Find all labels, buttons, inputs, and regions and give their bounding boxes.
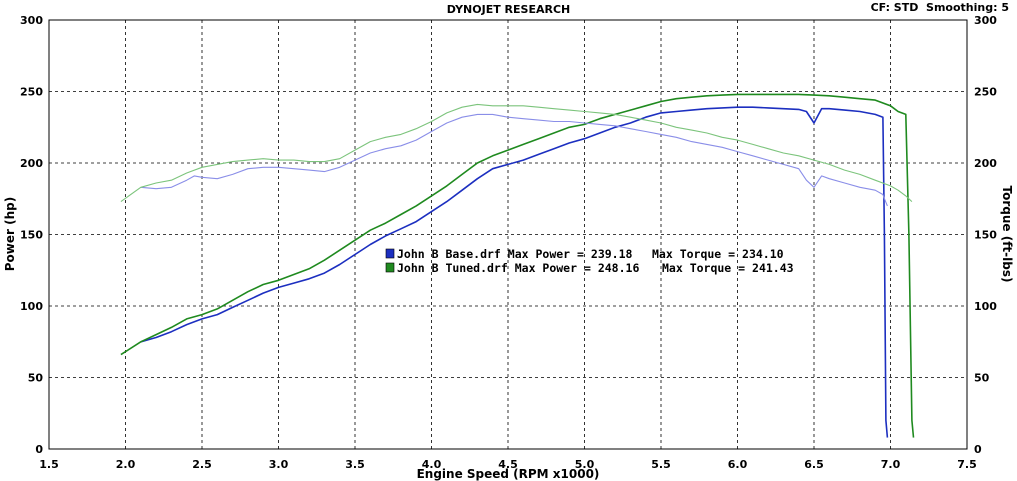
series-line-torque	[140, 113, 888, 207]
legend-tuned-power-label: Max Power =	[515, 261, 591, 275]
x-axis-label: Engine Speed (RPM x1000)	[417, 467, 600, 481]
tick-labels: 1.5 2.0 2.5 3.0 3.5 4.0 4.5 5.0 5.5 6.0 6.5 7.0 7.5 0…	[20, 14, 997, 471]
x-tick-label: 5.0	[575, 458, 595, 471]
y-tick-label-left: 200	[20, 157, 43, 170]
legend-base-file: John B Base.drf	[397, 247, 501, 261]
cf-smoothing-status: CF: STD Smoothing: 5	[871, 1, 1009, 14]
legend-tuned-torque-label: Max Torque =	[662, 261, 745, 275]
legend-swatch-base	[385, 248, 395, 259]
y-tick-label-left: 150	[20, 229, 43, 242]
x-tick-label: 1.5	[39, 458, 59, 471]
y-tick-label-right: 0	[974, 443, 982, 456]
legend-entry-tuned: John B Tuned.drf Max Power = 248.16 Max …	[397, 261, 794, 275]
legend-tuned-torque: 241.43	[752, 261, 794, 275]
y-tick-label-left: 250	[20, 86, 43, 99]
chart-title: DYNOJET RESEARCH	[446, 3, 571, 16]
legend-tuned-power: 248.16	[598, 261, 640, 275]
legend-base-torque-label: Max Torque =	[652, 247, 735, 261]
y-tick-label-right: 300	[974, 14, 997, 27]
x-tick-label: 2.5	[192, 458, 212, 471]
x-tick-label: 2.0	[116, 458, 136, 471]
series-line-power	[120, 93, 915, 438]
legend-base-power-label: Max Power =	[508, 247, 584, 261]
grid-lines	[49, 20, 967, 449]
y-tick-label-left: 300	[20, 14, 43, 27]
x-tick-label: 7.0	[881, 458, 901, 471]
y-tick-label-left: 50	[28, 372, 44, 385]
legend-swatch-tuned	[385, 262, 395, 273]
x-tick-label: 4.0	[422, 458, 442, 471]
x-tick-label: 6.0	[728, 458, 748, 471]
x-tick-label: 6.5	[804, 458, 824, 471]
x-tick-label: 7.5	[957, 458, 977, 471]
y-tick-label-right: 150	[974, 229, 997, 242]
legend-base-torque: 234.10	[742, 247, 784, 261]
series-line-torque	[120, 103, 913, 203]
series-line-power	[140, 106, 889, 438]
x-tick-label: 4.5	[498, 458, 518, 471]
x-tick-label: 5.5	[651, 458, 671, 471]
smoothing-label: Smoothing: 5	[926, 1, 1009, 14]
legend-base-power: 239.18	[591, 247, 633, 261]
y-axis-label-right: Torque (ft-lbs)	[1000, 186, 1014, 283]
y-axis-label-left: Power (hp)	[3, 197, 17, 271]
y-tick-label-right: 50	[974, 372, 990, 385]
legend-tuned-file: John B Tuned.drf	[397, 261, 508, 275]
x-tick-label: 3.0	[269, 458, 289, 471]
y-tick-label-right: 100	[974, 300, 997, 313]
legend: John B Base.drf Max Power = 239.18 Max T…	[385, 247, 794, 275]
x-tick-label: 3.5	[345, 458, 365, 471]
y-tick-label-left: 100	[20, 300, 43, 313]
y-tick-label-right: 250	[974, 86, 997, 99]
y-tick-label-right: 200	[974, 157, 997, 170]
series-lines	[120, 93, 915, 438]
legend-entry-base: John B Base.drf Max Power = 239.18 Max T…	[397, 247, 784, 261]
y-tick-label-left: 0	[35, 443, 43, 456]
cf-label: CF: STD	[870, 1, 919, 14]
